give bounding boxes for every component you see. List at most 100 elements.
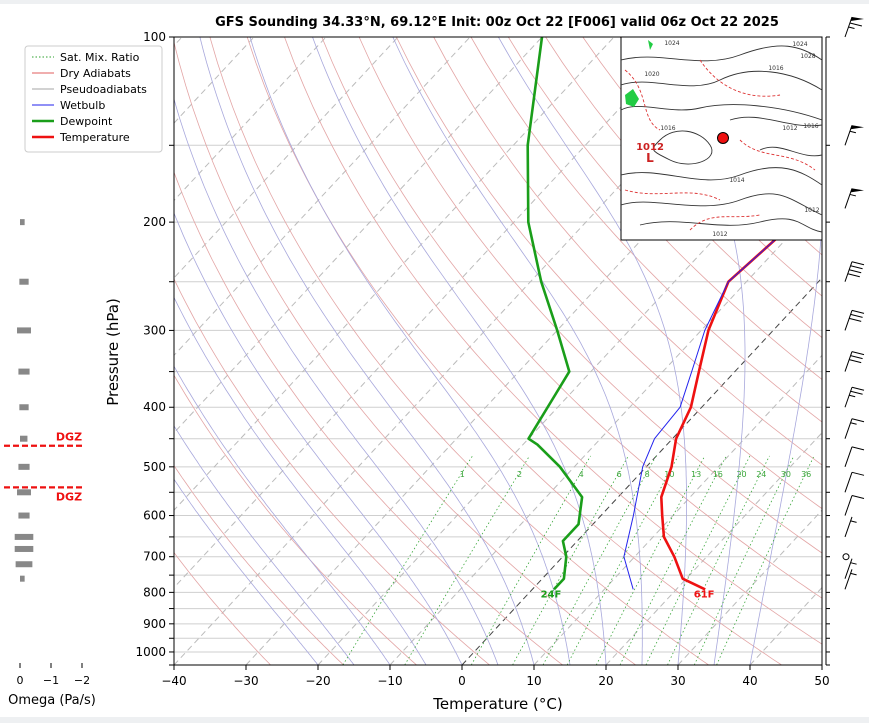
omega-bar bbox=[17, 327, 31, 334]
barb-staff bbox=[844, 569, 853, 590]
y-tick-label: 200 bbox=[143, 215, 166, 229]
legend: Sat. Mix. Ratio Dry Adiabats Pseudoadiabat… bbox=[24, 45, 163, 153]
pseudoadiabat bbox=[392, 37, 643, 665]
barb-staff bbox=[844, 261, 853, 282]
omega-bar bbox=[18, 368, 30, 375]
y-tick-label: 500 bbox=[143, 460, 166, 474]
wind-barb bbox=[844, 351, 865, 372]
inset-contour bbox=[759, 146, 822, 157]
omega-bar bbox=[14, 545, 34, 552]
x-tick-label: 30 bbox=[670, 674, 685, 688]
wind-barb bbox=[844, 471, 865, 493]
omega-bar bbox=[20, 435, 28, 442]
dry-adiabat bbox=[174, 464, 344, 665]
chart-title: GFS Sounding 34.33°N, 69.12°E Init: 00z … bbox=[215, 15, 779, 30]
x-tick-label: 0 bbox=[458, 674, 466, 688]
omega-tick-label: −2 bbox=[74, 674, 90, 687]
barb-half-flag bbox=[848, 26, 855, 29]
omega-bar bbox=[20, 575, 25, 582]
inset-contour bbox=[653, 130, 713, 165]
barb-flag bbox=[849, 269, 862, 274]
x-tick-label: 20 bbox=[598, 674, 613, 688]
mixing-ratio-label: 8 bbox=[645, 470, 650, 479]
y-tick-label: 400 bbox=[143, 400, 166, 414]
mixing-ratio-line bbox=[619, 455, 727, 665]
x-tick-label: −30 bbox=[233, 674, 258, 688]
barb-pennant bbox=[850, 125, 864, 130]
barb-flag bbox=[850, 355, 863, 360]
mixing-ratio-label: 30 bbox=[781, 470, 791, 479]
mixing-ratio-label: 13 bbox=[691, 470, 701, 479]
pseudoadiabat bbox=[498, 37, 687, 665]
barb-flag bbox=[851, 309, 865, 314]
mixing-ratio-line bbox=[470, 455, 591, 665]
pseudoadiabat bbox=[174, 97, 499, 665]
inset-isobar-label: 1028 bbox=[800, 53, 815, 60]
barb-pennant bbox=[850, 188, 864, 193]
dry-adiabat bbox=[174, 551, 271, 665]
inset-contour bbox=[621, 45, 822, 62]
barb-staff bbox=[844, 516, 853, 538]
dry-adiabat bbox=[174, 40, 636, 665]
y-axis-label: Pressure (hPa) bbox=[104, 298, 122, 406]
barb-pennant bbox=[850, 17, 864, 21]
omega-axis-label: Omega (Pa/s) bbox=[8, 693, 96, 708]
dry-adiabat bbox=[358, 37, 822, 554]
wind-barb bbox=[844, 125, 864, 146]
dry-adiabat bbox=[174, 278, 490, 665]
inset-thickness-contour bbox=[624, 189, 721, 201]
pseudoadiabat bbox=[249, 37, 571, 665]
inset-isobar-label: 1024 bbox=[664, 40, 679, 47]
legend-label: Temperature bbox=[59, 131, 130, 144]
pseudoadiabat bbox=[174, 425, 355, 665]
barb-staff bbox=[844, 125, 853, 146]
barb-staff bbox=[844, 472, 853, 493]
inset-contour bbox=[639, 218, 822, 233]
barb-flag bbox=[850, 265, 863, 270]
x-tick-label: 40 bbox=[742, 674, 757, 688]
omega-bar bbox=[20, 219, 25, 226]
mixing-ratio-line bbox=[566, 455, 679, 665]
barb-staff bbox=[844, 351, 853, 372]
inset-thickness-contour bbox=[699, 59, 781, 97]
pseudoadiabat bbox=[638, 37, 746, 665]
dry-adiabat bbox=[174, 171, 563, 665]
inset-isobar-label: 1014 bbox=[729, 177, 744, 184]
inset-low-label: L bbox=[646, 151, 654, 165]
wind-barb bbox=[844, 569, 857, 590]
mixing-ratio-line bbox=[512, 455, 629, 665]
y-tick-label: 300 bbox=[143, 323, 166, 337]
wind-barb bbox=[844, 558, 857, 579]
dry-adiabat bbox=[209, 37, 709, 665]
bottom-bar bbox=[0, 717, 869, 723]
mixing-ratio-line bbox=[342, 455, 473, 665]
x-axis-label: Temperature (°C) bbox=[432, 695, 562, 713]
dry-adiabat bbox=[396, 37, 822, 510]
calm-circle bbox=[842, 553, 850, 561]
inset-contour bbox=[621, 193, 822, 216]
dgz-label: DGZ bbox=[56, 490, 82, 503]
barb-staff bbox=[844, 495, 853, 516]
inset-isobar-label: 1016 bbox=[660, 125, 675, 132]
inset-thickness-contour bbox=[739, 139, 816, 171]
isotherm-line bbox=[533, 354, 822, 665]
wind-barbs bbox=[825, 16, 865, 666]
legend-box bbox=[24, 45, 163, 153]
wind-barb bbox=[842, 553, 850, 561]
inset-map: 1024 1020 1016 1016 1012 1014 1012 1016 1012 1024… bbox=[620, 36, 823, 241]
inset-location-marker bbox=[717, 132, 729, 144]
barb-staff bbox=[844, 310, 853, 331]
pseudoadiabat bbox=[312, 37, 607, 665]
surface-dewpoint-label: 24F bbox=[541, 589, 562, 600]
dry-adiabat bbox=[470, 37, 822, 423]
legend-label: Dry Adiabats bbox=[60, 67, 131, 80]
isotherm-line bbox=[174, 37, 399, 279]
inset-contour bbox=[621, 167, 822, 186]
inset-thickness-contour bbox=[689, 214, 761, 231]
wind-barb bbox=[844, 418, 865, 439]
mixing-ratio-label: 1 bbox=[460, 470, 465, 479]
axes: −40 −30 −20 −10 0 10 20 30 40 5010020030040050060… bbox=[135, 30, 829, 688]
dry-adiabat bbox=[507, 37, 822, 380]
pseudoadiabat bbox=[174, 296, 427, 665]
